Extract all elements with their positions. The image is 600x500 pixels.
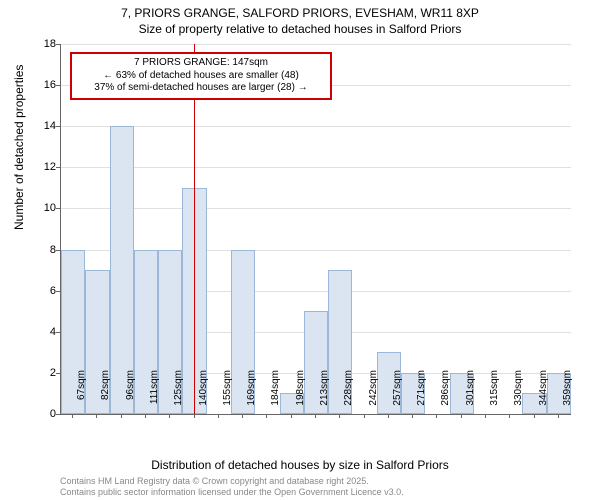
x-tick-label: 359sqm <box>562 370 573 418</box>
y-tick-mark <box>56 85 60 86</box>
x-tick-mark <box>388 414 389 418</box>
x-tick-mark <box>194 414 195 418</box>
y-tick-label: 6 <box>42 285 56 297</box>
x-tick-mark <box>509 414 510 418</box>
y-tick-mark <box>56 208 60 209</box>
x-tick-label: 330sqm <box>513 370 524 418</box>
x-tick-label: 184sqm <box>270 370 281 418</box>
y-tick-mark <box>56 291 60 292</box>
x-tick-label: 82sqm <box>100 370 111 418</box>
grid-line <box>61 44 571 45</box>
y-tick-label: 4 <box>42 326 56 338</box>
y-tick-label: 14 <box>42 120 56 132</box>
x-tick-mark <box>291 414 292 418</box>
y-tick-mark <box>56 332 60 333</box>
x-tick-mark <box>96 414 97 418</box>
x-tick-label: 242sqm <box>368 370 379 418</box>
title-line-1: 7, PRIORS GRANGE, SALFORD PRIORS, EVESHA… <box>121 6 479 20</box>
x-tick-label: 286sqm <box>440 370 451 418</box>
x-tick-mark <box>339 414 340 418</box>
y-tick-label: 0 <box>42 408 56 420</box>
x-tick-label: 228sqm <box>343 370 354 418</box>
x-tick-label: 271sqm <box>416 370 427 418</box>
y-tick-label: 18 <box>42 38 56 50</box>
footer-line-1: Contains HM Land Registry data © Crown c… <box>60 476 369 486</box>
x-tick-label: 169sqm <box>246 370 257 418</box>
x-tick-label: 213sqm <box>319 370 330 418</box>
title-line-2: Size of property relative to detached ho… <box>139 22 462 36</box>
y-tick-mark <box>56 126 60 127</box>
y-tick-mark <box>56 250 60 251</box>
grid-line <box>61 167 571 168</box>
x-tick-mark <box>145 414 146 418</box>
x-tick-mark <box>558 414 559 418</box>
y-tick-mark <box>56 44 60 45</box>
x-tick-label: 198sqm <box>295 370 306 418</box>
x-tick-label: 96sqm <box>125 370 136 418</box>
footer-attribution: Contains HM Land Registry data © Crown c… <box>60 476 404 498</box>
x-tick-mark <box>461 414 462 418</box>
x-tick-mark <box>218 414 219 418</box>
x-axis-label: Distribution of detached houses by size … <box>0 458 600 472</box>
y-tick-label: 8 <box>42 244 56 256</box>
y-tick-label: 16 <box>42 79 56 91</box>
footer-line-2: Contains public sector information licen… <box>60 487 404 497</box>
y-tick-mark <box>56 373 60 374</box>
x-tick-label: 344sqm <box>538 370 549 418</box>
grid-line <box>61 208 571 209</box>
y-axis-label: Number of detached properties <box>12 65 26 230</box>
chart-container: 7, PRIORS GRANGE, SALFORD PRIORS, EVESHA… <box>0 0 600 500</box>
y-tick-label: 2 <box>42 367 56 379</box>
x-tick-label: 125sqm <box>173 370 184 418</box>
x-tick-mark <box>364 414 365 418</box>
y-tick-mark <box>56 167 60 168</box>
y-tick-mark <box>56 414 60 415</box>
x-tick-mark <box>72 414 73 418</box>
x-tick-mark <box>169 414 170 418</box>
chart-title: 7, PRIORS GRANGE, SALFORD PRIORS, EVESHA… <box>0 0 600 37</box>
x-tick-label: 257sqm <box>392 370 403 418</box>
annotation-line-2: ← 63% of detached houses are smaller (48… <box>103 70 299 81</box>
x-tick-label: 67sqm <box>76 370 87 418</box>
x-tick-label: 315sqm <box>489 370 500 418</box>
x-tick-label: 155sqm <box>222 370 233 418</box>
plot-area <box>60 44 571 415</box>
x-tick-label: 140sqm <box>198 370 209 418</box>
x-tick-mark <box>412 414 413 418</box>
x-tick-label: 111sqm <box>149 370 160 418</box>
annotation-box: 7 PRIORS GRANGE: 147sqm ← 63% of detache… <box>70 52 332 100</box>
annotation-line-1: 7 PRIORS GRANGE: 147sqm <box>134 57 268 68</box>
y-tick-label: 12 <box>42 161 56 173</box>
x-tick-mark <box>315 414 316 418</box>
annotation-line-3: 37% of semi-detached houses are larger (… <box>94 82 307 93</box>
x-tick-mark <box>485 414 486 418</box>
x-tick-label: 301sqm <box>465 370 476 418</box>
x-tick-mark <box>121 414 122 418</box>
x-tick-mark <box>436 414 437 418</box>
x-tick-mark <box>242 414 243 418</box>
y-tick-label: 10 <box>42 202 56 214</box>
x-tick-mark <box>266 414 267 418</box>
grid-line <box>61 126 571 127</box>
x-tick-mark <box>534 414 535 418</box>
marker-line <box>194 44 195 414</box>
